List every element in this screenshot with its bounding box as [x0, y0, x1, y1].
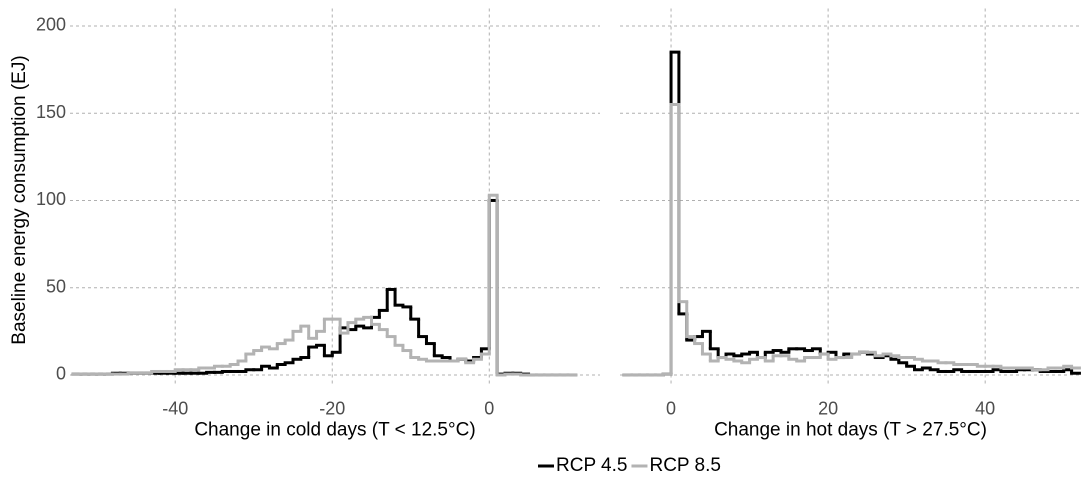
y-axis-label: Baseline energy consumption (EJ): [9, 55, 30, 344]
y-tick-label: 0: [56, 364, 66, 384]
x-axis-label: Change in hot days (T > 27.5°C): [714, 420, 987, 441]
y-tick-label: 150: [36, 102, 66, 122]
y-tick-label: 50: [46, 276, 66, 296]
x-axis-label: Change in cold days (T < 12.5°C): [194, 420, 475, 441]
y-tick-label: 100: [36, 189, 66, 209]
x-tick-label: 20: [818, 398, 838, 418]
x-tick-label: 0: [666, 398, 676, 418]
legend-label: RCP 4.5: [556, 455, 627, 476]
x-tick-label: 0: [484, 398, 494, 418]
x-tick-label: -40: [162, 398, 188, 418]
x-tick-label: -20: [319, 398, 345, 418]
x-tick-label: 40: [975, 398, 995, 418]
legend-label: RCP 8.5: [649, 455, 720, 476]
y-tick-label: 200: [36, 15, 66, 35]
